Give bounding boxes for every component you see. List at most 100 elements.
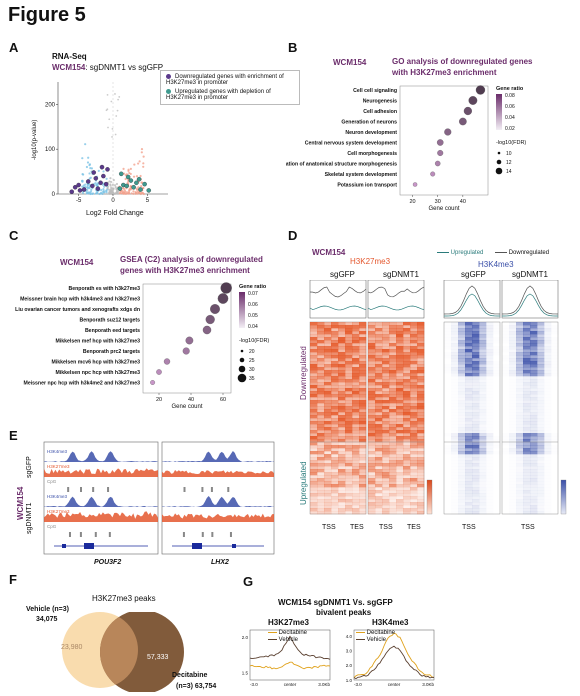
volcano-point-down — [72, 185, 78, 190]
heatmap-cell — [486, 328, 494, 332]
heatmap-cell — [403, 409, 411, 413]
heatmap-cell — [544, 451, 552, 455]
heatmap-cell — [324, 385, 332, 389]
heatmap-cell — [417, 355, 425, 359]
heatmap-cell — [359, 466, 367, 470]
heatmap-cell — [396, 388, 404, 392]
heatmap-cell — [368, 454, 376, 458]
heatmap-cell — [493, 376, 500, 379]
heatmap-cell — [458, 367, 466, 371]
heatmap-cell — [551, 475, 558, 478]
legend-dot-down — [166, 74, 171, 79]
heatmap-cell — [403, 337, 411, 341]
heatmap-cell — [493, 457, 500, 460]
heatmap-cell — [479, 379, 487, 383]
heatmap-cell — [458, 466, 466, 470]
heatmap-cell — [352, 394, 360, 398]
heatmap-cell — [444, 340, 451, 343]
heatmap-cell — [317, 436, 325, 440]
heatmap-cell — [516, 448, 524, 452]
heatmap-cell — [352, 358, 360, 362]
heatmap-cell — [509, 352, 517, 356]
heatmap-cell — [310, 418, 318, 422]
heatmap-cell — [389, 487, 397, 491]
heatmap-cell — [451, 490, 458, 493]
heatmap-cell — [509, 463, 516, 466]
heatmap-cell — [382, 325, 390, 329]
heatmap-cell — [338, 364, 346, 368]
heatmap-cell — [317, 478, 325, 482]
heatmap-cell — [502, 337, 509, 340]
heatmap-cell — [345, 496, 353, 500]
heatmap-cell — [317, 424, 325, 428]
track-name: CpG — [47, 479, 57, 484]
heatmap-cell — [530, 469, 538, 473]
heatmap-cell — [389, 373, 397, 377]
heatmap-cell — [502, 463, 509, 466]
heatmap-cell — [530, 385, 538, 389]
heatmap-cell — [493, 325, 500, 328]
heatmap-cell — [486, 469, 493, 472]
heatmap-cell — [516, 349, 524, 353]
heatmap-cell — [317, 487, 325, 491]
heatmap-cell — [465, 502, 473, 506]
heatmap-cell — [544, 388, 551, 391]
heatmap-cell — [338, 463, 346, 467]
heatmap-cell — [359, 415, 367, 419]
heatmap-cell — [451, 442, 459, 446]
heatmap-cell — [523, 382, 531, 386]
heatmap-cell — [544, 394, 551, 397]
heatmap-cell — [403, 460, 411, 464]
heatmap-cell — [403, 508, 411, 512]
panel-b-label: B — [288, 40, 298, 55]
heatmap-cell — [396, 457, 404, 461]
heatmap-cell — [544, 337, 552, 341]
volcano-bg-point — [118, 96, 121, 98]
heatmap-cell — [458, 412, 466, 416]
heatmap-cell — [403, 352, 411, 356]
heatmap-cell — [472, 499, 480, 503]
heatmap-cell — [537, 334, 545, 338]
bubble-legend-tick: 0.06 — [505, 104, 515, 110]
heatmap-cell — [444, 493, 451, 496]
heatmap-cell — [502, 490, 509, 493]
heatmap-cell — [345, 451, 353, 455]
heatmap-cell — [486, 499, 493, 502]
heatmap-cell — [486, 409, 493, 412]
heatmap-cell — [537, 400, 545, 404]
heatmap-cell — [551, 466, 558, 469]
heatmap-cell — [310, 475, 318, 479]
bubble-xtick-label: 20 — [156, 397, 162, 403]
heatmap-cell — [479, 415, 487, 419]
volcano-bg-point — [103, 185, 106, 188]
heatmap-cell — [359, 328, 367, 332]
heatmap-cell — [486, 352, 494, 356]
heatmap-cell — [410, 334, 418, 338]
heatmap-cell — [465, 334, 473, 338]
heatmap-cell — [537, 352, 545, 356]
heatmap-cell — [417, 406, 425, 410]
plot2-legend: Decitabine Vehicle — [356, 630, 395, 644]
volcano-bg-point — [111, 136, 113, 138]
heatmap-cell — [523, 454, 531, 458]
heatmap-cell — [544, 358, 552, 362]
heatmap-cell — [444, 454, 451, 457]
heatmap-cell — [352, 409, 360, 413]
heatmap-cell — [382, 457, 390, 461]
heatmap-cell — [537, 454, 545, 458]
heatmap-cell — [410, 343, 418, 347]
volcano-point-down — [69, 189, 74, 195]
heatmap-cell — [502, 487, 509, 490]
heatmap-cell — [310, 400, 318, 404]
heatmap-cell — [324, 337, 332, 341]
heatmap-cell — [551, 388, 558, 391]
heatmap-cell — [451, 373, 459, 377]
heatmap-cell — [368, 400, 376, 404]
heatmap-cell — [530, 490, 538, 494]
heatmap-cell — [359, 421, 367, 425]
heatmap-cell — [375, 454, 383, 458]
heatmap-cell — [486, 337, 494, 341]
profile-line-down — [309, 286, 367, 298]
heatmap-cell — [486, 343, 494, 347]
heatmap-cell — [458, 511, 466, 515]
